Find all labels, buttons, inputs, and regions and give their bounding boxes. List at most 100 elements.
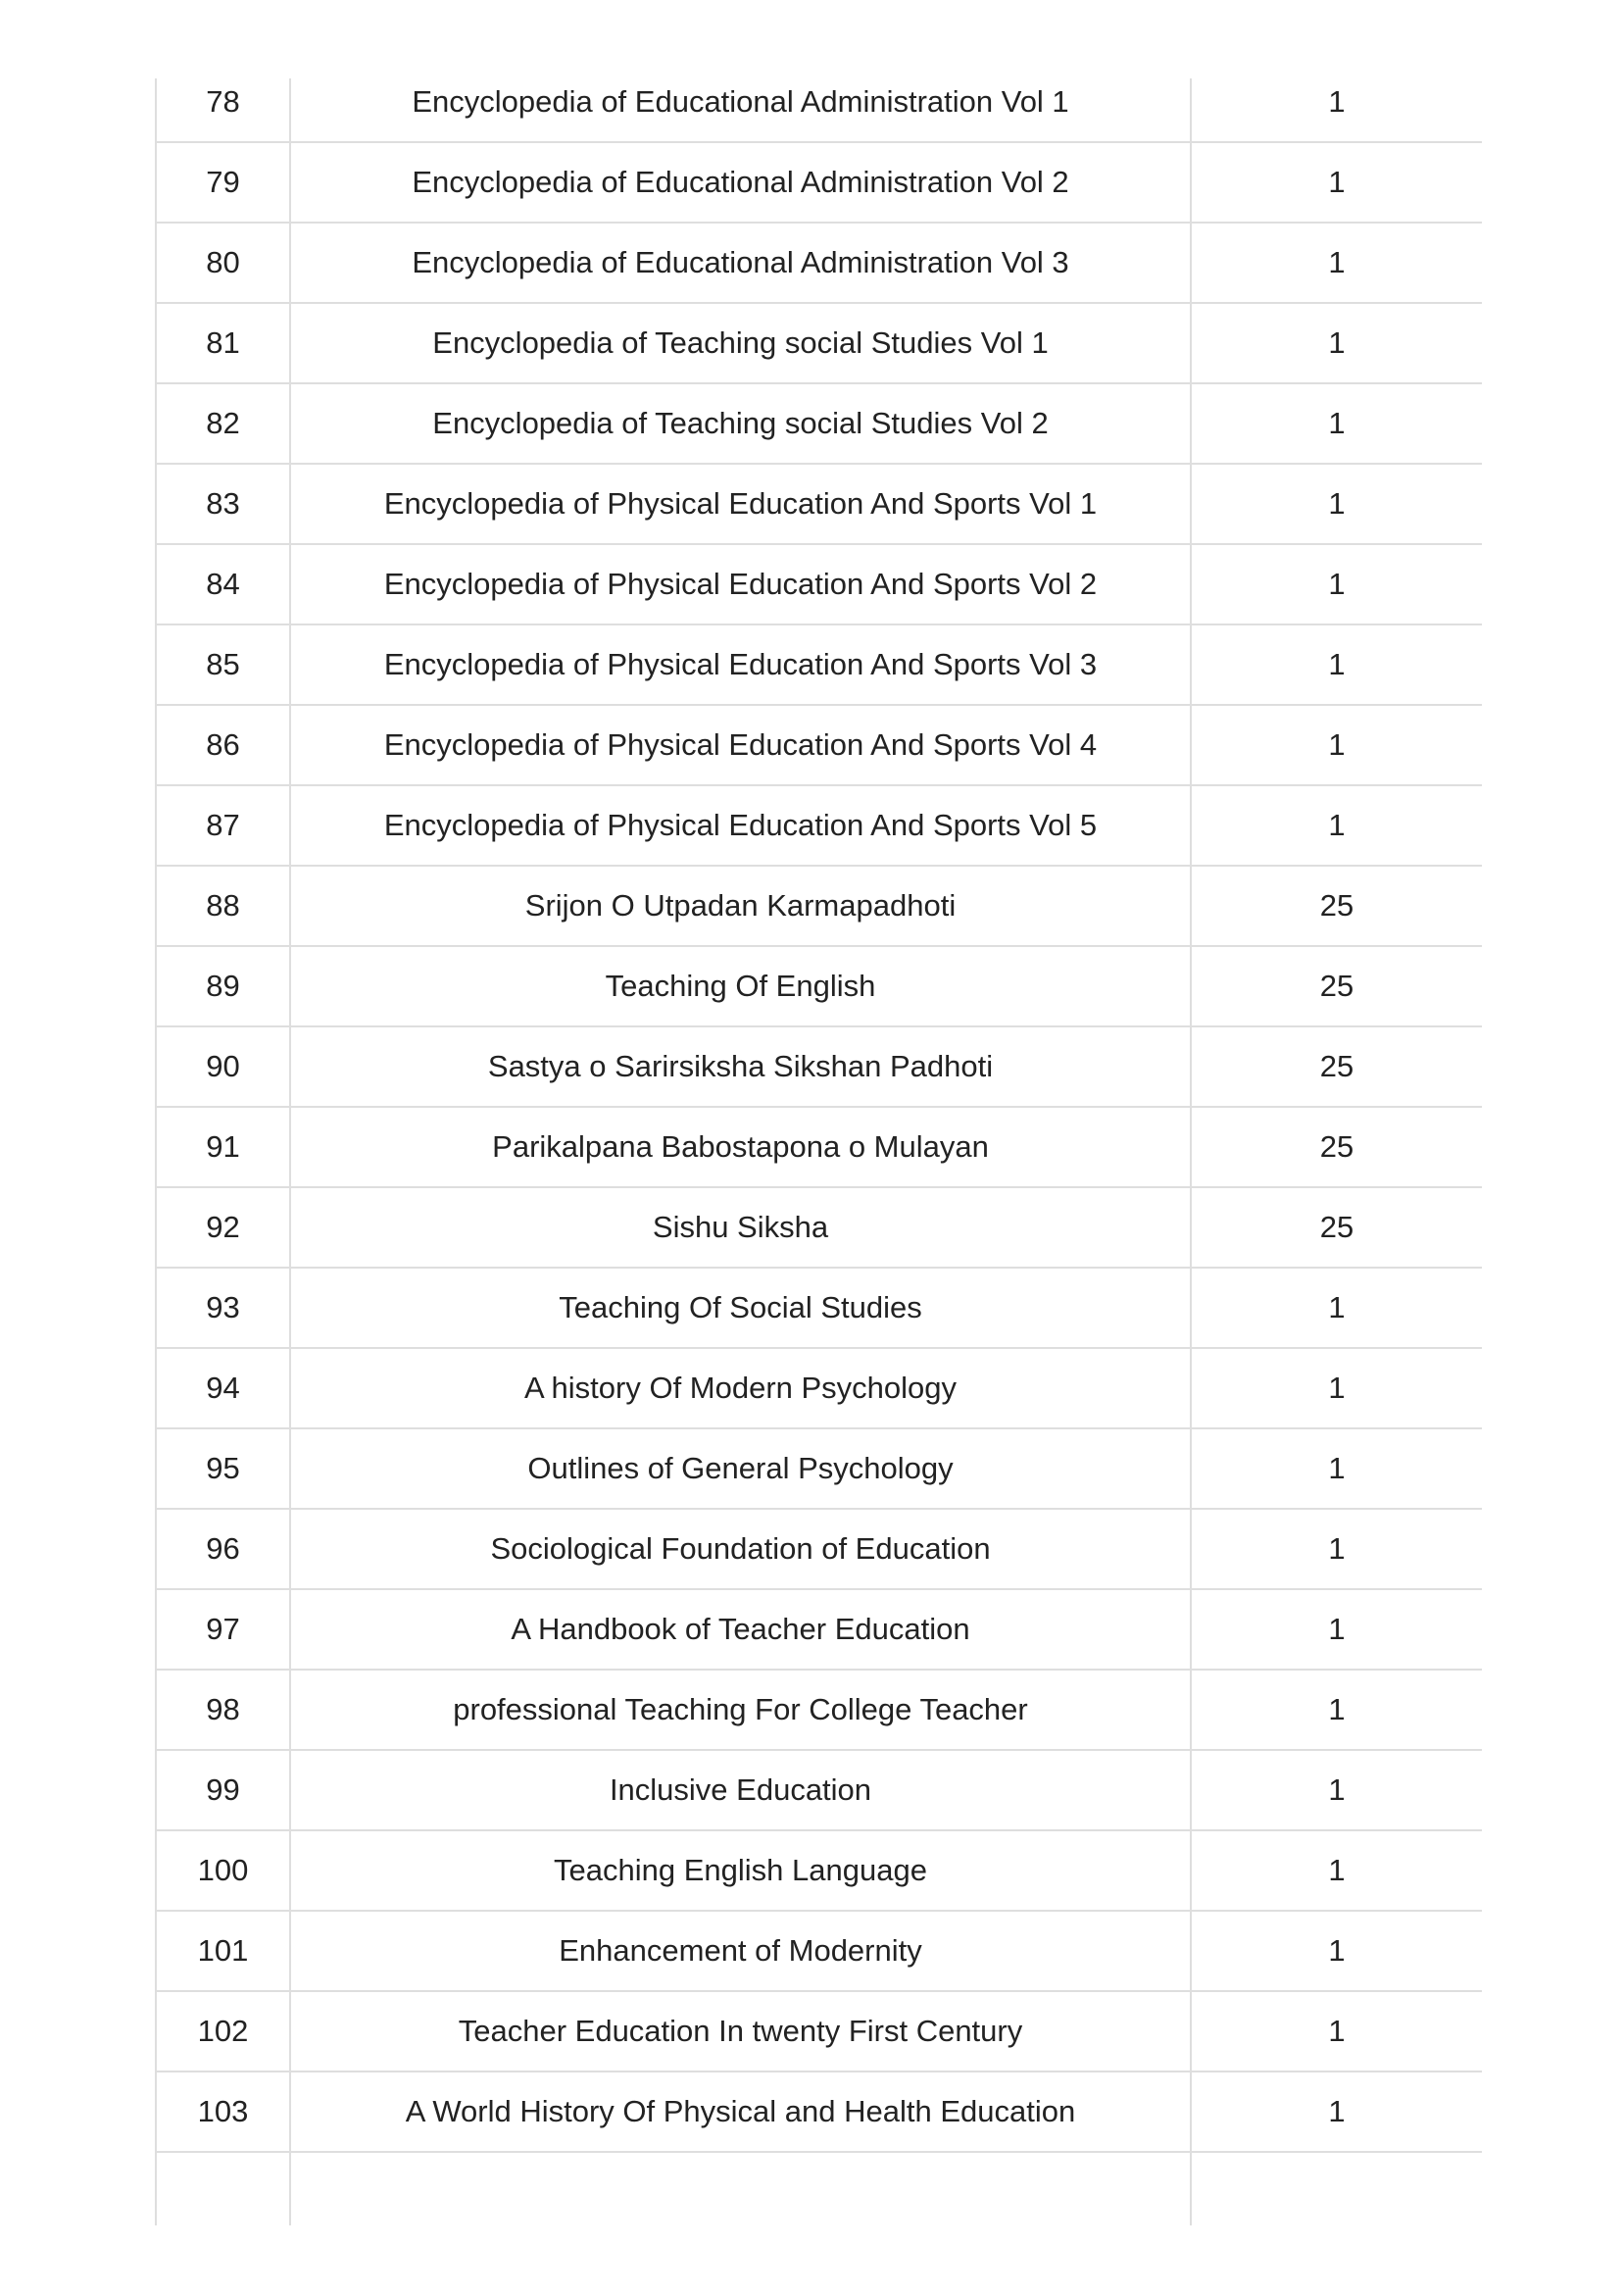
serial-number-cell: 83: [155, 463, 291, 545]
quantity-cell: 1: [1190, 543, 1482, 625]
book-title-cell: Teaching Of Social Studies: [289, 1267, 1192, 1349]
book-title-cell: A Handbook of Teacher Education: [289, 1588, 1192, 1671]
serial-number-cell: 91: [155, 1106, 291, 1188]
serial-number-cell: 98: [155, 1669, 291, 1751]
table-row: 87 Encyclopedia of Physical Education And…: [155, 784, 1482, 867]
book-title-cell: professional Teaching For College Teache…: [289, 1669, 1192, 1751]
serial-number-cell: 94: [155, 1347, 291, 1429]
book-title-cell: A World History Of Physical and Health E…: [289, 2071, 1192, 2153]
quantity-cell: 25: [1190, 865, 1482, 947]
quantity-cell: [1190, 2151, 1482, 2225]
book-title-cell: Outlines of General Psychology: [289, 1427, 1192, 1510]
table-row: 79 Encyclopedia of Educational Administra…: [155, 141, 1482, 224]
serial-number-cell: 95: [155, 1427, 291, 1510]
serial-number-cell: 101: [155, 1910, 291, 1992]
quantity-cell: 25: [1190, 1186, 1482, 1269]
serial-number-cell: 92: [155, 1186, 291, 1269]
book-title-cell: Sociological Foundation of Education: [289, 1508, 1192, 1590]
table-row: 96 Sociological Foundation of Education 1: [155, 1508, 1482, 1590]
quantity-cell: 1: [1190, 1829, 1482, 1912]
book-title-cell: Teacher Education In twenty First Centur…: [289, 1990, 1192, 2072]
serial-number-cell: 103: [155, 2071, 291, 2153]
table-row: 78 Encyclopedia of Educational Administra…: [155, 78, 1482, 143]
book-title-cell: Encyclopedia of Physical Education And S…: [289, 543, 1192, 625]
table-row: [155, 2151, 1482, 2225]
book-title-cell: Teaching English Language: [289, 1829, 1192, 1912]
quantity-cell: 1: [1190, 1588, 1482, 1671]
book-title-cell: Encyclopedia of Physical Education And S…: [289, 784, 1192, 867]
serial-number-cell: 86: [155, 704, 291, 786]
book-title-cell: Srijon O Utpadan Karmapadhoti: [289, 865, 1192, 947]
book-title-cell: Encyclopedia of Educational Administrati…: [289, 141, 1192, 224]
serial-number-cell: 88: [155, 865, 291, 947]
table-row: 97 A Handbook of Teacher Education 1: [155, 1588, 1482, 1671]
table-row: 82 Encyclopedia of Teaching social Studie…: [155, 382, 1482, 465]
table-row: 85 Encyclopedia of Physical Education And…: [155, 624, 1482, 706]
quantity-cell: 1: [1190, 1910, 1482, 1992]
table-row: 94 A history Of Modern Psychology 1: [155, 1347, 1482, 1429]
table-row: 99 Inclusive Education 1: [155, 1749, 1482, 1831]
book-title-cell: [289, 2151, 1192, 2225]
serial-number-cell: 80: [155, 222, 291, 304]
table-row: 81 Encyclopedia of Teaching social Studie…: [155, 302, 1482, 384]
book-title-cell: Encyclopedia of Teaching social Studies …: [289, 302, 1192, 384]
quantity-cell: 1: [1190, 222, 1482, 304]
serial-number-cell: [155, 2151, 291, 2225]
serial-number-cell: 90: [155, 1025, 291, 1108]
serial-number-cell: 97: [155, 1588, 291, 1671]
table-row: 89 Teaching Of English 25: [155, 945, 1482, 1027]
quantity-cell: 25: [1190, 1106, 1482, 1188]
book-title-cell: Encyclopedia of Physical Education And S…: [289, 463, 1192, 545]
book-title-cell: Enhancement of Modernity: [289, 1910, 1192, 1992]
table-row: 95 Outlines of General Psychology 1: [155, 1427, 1482, 1510]
table-row: 91 Parikalpana Babostapona o Mulayan 25: [155, 1106, 1482, 1188]
book-title-cell: Sishu Siksha: [289, 1186, 1192, 1269]
book-title-cell: Teaching Of English: [289, 945, 1192, 1027]
quantity-cell: 1: [1190, 1669, 1482, 1751]
book-list-table: 78 Encyclopedia of Educational Administra…: [155, 78, 1482, 2225]
book-list-table-container: 78 Encyclopedia of Educational Administra…: [155, 78, 1482, 2225]
book-title-cell: Sastya o Sarirsiksha Sikshan Padhoti: [289, 1025, 1192, 1108]
quantity-cell: 1: [1190, 1347, 1482, 1429]
quantity-cell: 1: [1190, 1749, 1482, 1831]
serial-number-cell: 93: [155, 1267, 291, 1349]
serial-number-cell: 87: [155, 784, 291, 867]
quantity-cell: 1: [1190, 1990, 1482, 2072]
table-row: 100 Teaching English Language 1: [155, 1829, 1482, 1912]
serial-number-cell: 81: [155, 302, 291, 384]
quantity-cell: 1: [1190, 141, 1482, 224]
quantity-cell: 25: [1190, 1025, 1482, 1108]
table-row: 102 Teacher Education In twenty First Cen…: [155, 1990, 1482, 2072]
book-title-cell: Inclusive Education: [289, 1749, 1192, 1831]
table-row: 83 Encyclopedia of Physical Education And…: [155, 463, 1482, 545]
serial-number-cell: 102: [155, 1990, 291, 2072]
book-title-cell: Encyclopedia of Educational Administrati…: [289, 78, 1192, 143]
table-row: 90 Sastya o Sarirsiksha Sikshan Padhoti 25: [155, 1025, 1482, 1108]
quantity-cell: 1: [1190, 2071, 1482, 2153]
serial-number-cell: 78: [155, 78, 291, 143]
quantity-cell: 1: [1190, 382, 1482, 465]
table-row: 86 Encyclopedia of Physical Education And…: [155, 704, 1482, 786]
serial-number-cell: 82: [155, 382, 291, 465]
quantity-cell: 1: [1190, 624, 1482, 706]
quantity-cell: 1: [1190, 78, 1482, 143]
book-title-cell: Parikalpana Babostapona o Mulayan: [289, 1106, 1192, 1188]
quantity-cell: 1: [1190, 704, 1482, 786]
table-row: 103 A World History Of Physical and Healt…: [155, 2071, 1482, 2153]
table-row: 88 Srijon O Utpadan Karmapadhoti 25: [155, 865, 1482, 947]
table-row: 101 Enhancement of Modernity 1: [155, 1910, 1482, 1992]
quantity-cell: 1: [1190, 302, 1482, 384]
quantity-cell: 25: [1190, 945, 1482, 1027]
book-title-cell: Encyclopedia of Educational Administrati…: [289, 222, 1192, 304]
quantity-cell: 1: [1190, 784, 1482, 867]
table-row: 80 Encyclopedia of Educational Administra…: [155, 222, 1482, 304]
serial-number-cell: 99: [155, 1749, 291, 1831]
serial-number-cell: 84: [155, 543, 291, 625]
quantity-cell: 1: [1190, 463, 1482, 545]
book-title-cell: A history Of Modern Psychology: [289, 1347, 1192, 1429]
serial-number-cell: 100: [155, 1829, 291, 1912]
serial-number-cell: 89: [155, 945, 291, 1027]
book-title-cell: Encyclopedia of Physical Education And S…: [289, 624, 1192, 706]
quantity-cell: 1: [1190, 1267, 1482, 1349]
serial-number-cell: 96: [155, 1508, 291, 1590]
